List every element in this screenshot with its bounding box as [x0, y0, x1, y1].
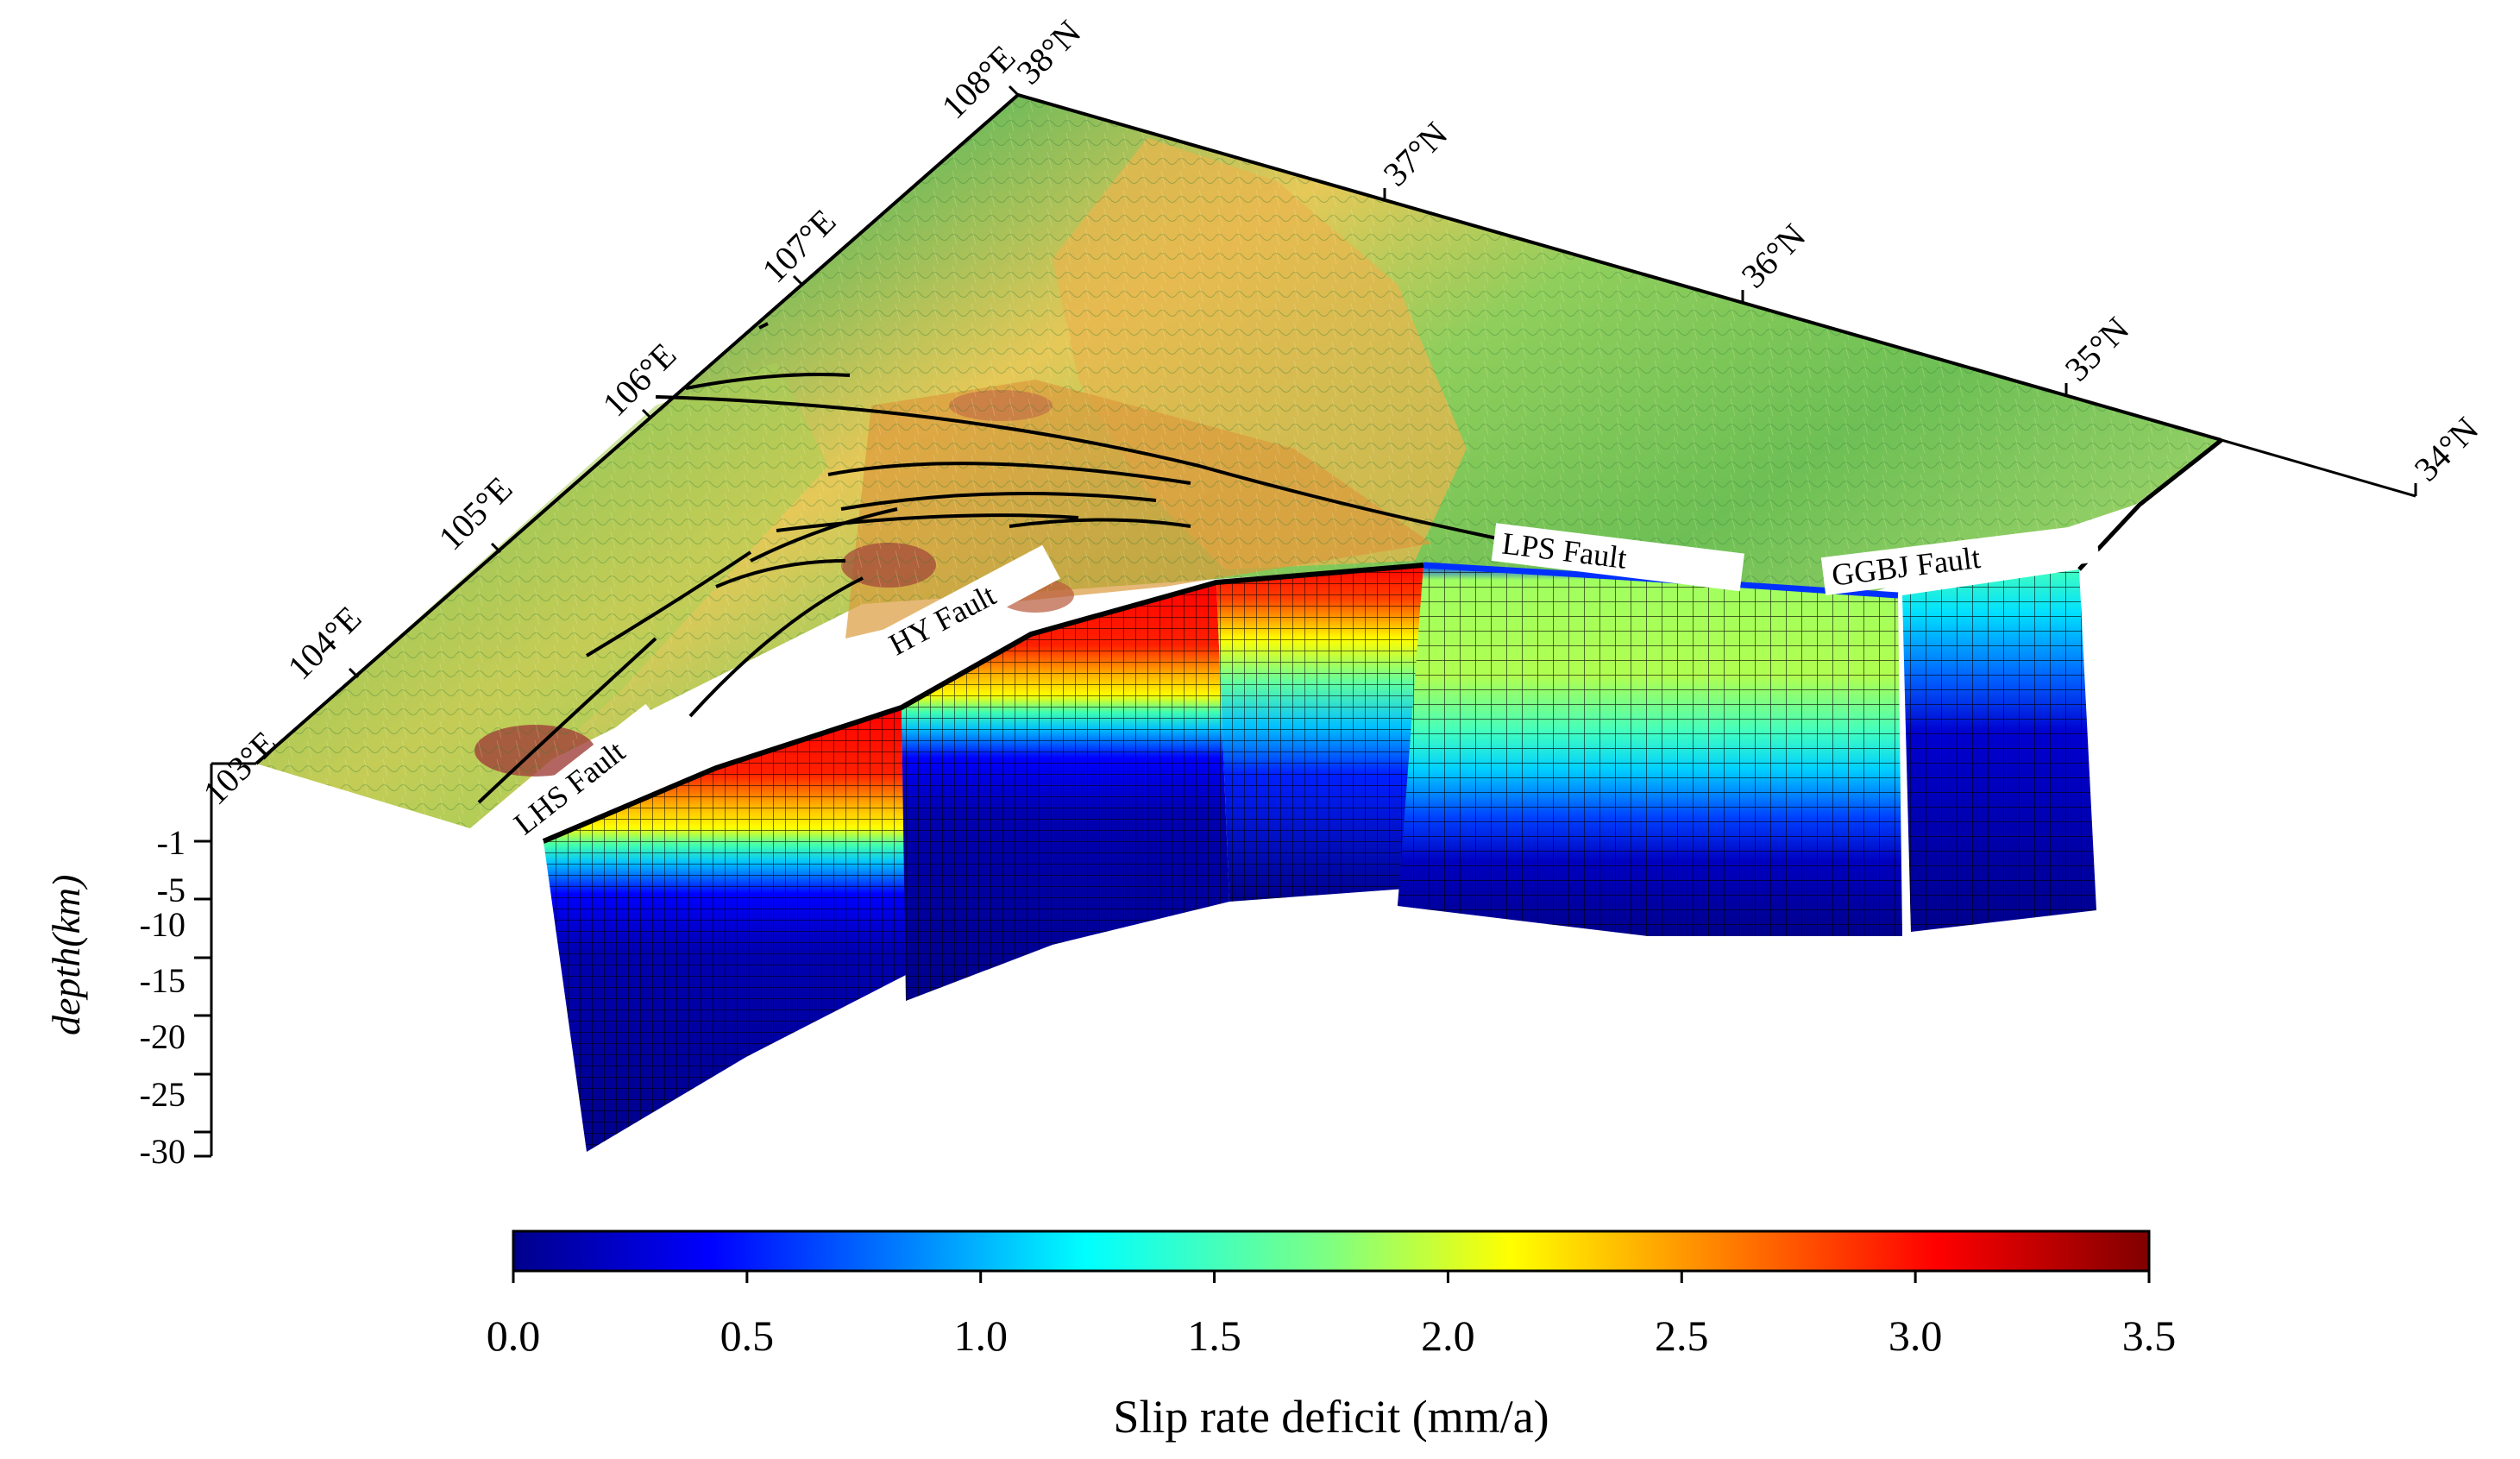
fault-segment-lps: [1398, 562, 1902, 936]
colorbar-tick-label: 3.5: [2122, 1311, 2177, 1360]
colorbar-tick-label: 2.0: [1421, 1311, 1475, 1360]
fault-segment-mid: [1216, 565, 1423, 902]
map-axes: [210, 85, 2417, 1156]
lat-label-34: 34°N: [2407, 410, 2486, 489]
fault-segment-ggbj: [1902, 569, 2096, 932]
depth-tick: -1: [157, 823, 185, 862]
fault-segment-hy: [902, 582, 1229, 1001]
depth-axis-title: depth(km): [44, 875, 88, 1035]
colorbar-tick-label: 2.5: [1655, 1311, 1709, 1360]
fault-traces: [477, 322, 1502, 804]
fault-slip-model: [542, 438, 2223, 1152]
colorbar-tick-label: 0.0: [487, 1311, 541, 1360]
depth-tick: -25: [140, 1075, 185, 1114]
topography-map: [255, 92, 2222, 828]
colorbar-ticks: 0.0 0.5 1.0 1.5 2.0 2.5 3.0 3.5: [487, 1271, 2177, 1360]
colorbar-title: Slip rate deficit (mm/a): [1113, 1391, 1549, 1443]
depth-tick: -30: [140, 1132, 185, 1171]
colorbar-gradient: [512, 1229, 2151, 1273]
colorbar-tick-label: 1.0: [953, 1311, 1008, 1360]
fault-segment-lhs: [544, 707, 906, 1152]
depth-tick: -15: [140, 961, 185, 1000]
lat-label-37: 37°N: [1376, 115, 1455, 194]
lat-label-36: 36°N: [1734, 217, 1813, 296]
colorbar: 0.0 0.5 1.0 1.5 2.0 2.5 3.0 3.5 Slip rate defic…: [487, 1229, 2177, 1443]
depth-tick: -5: [157, 871, 185, 909]
depth-tick: -20: [140, 1017, 185, 1056]
lat-label-35: 35°N: [2058, 310, 2137, 389]
colorbar-tick-label: 3.0: [1888, 1311, 1943, 1360]
colorbar-tick-label: 1.5: [1187, 1311, 1241, 1360]
lat-label-38: 38°N: [1009, 13, 1089, 92]
depth-axis: -1 -5 -10 -15 -20 -25 -30 depth(km): [44, 823, 211, 1171]
depth-tick: -10: [140, 905, 185, 944]
colorbar-tick-label: 0.5: [720, 1311, 775, 1360]
